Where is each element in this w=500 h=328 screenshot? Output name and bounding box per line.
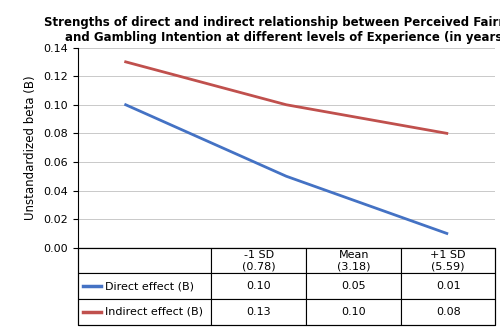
Bar xyxy=(211,274,306,299)
Bar xyxy=(211,248,306,274)
Bar xyxy=(402,274,495,299)
Bar xyxy=(78,274,211,299)
Text: Indirect effect (B): Indirect effect (B) xyxy=(106,307,204,317)
Bar xyxy=(306,248,402,274)
Text: +1 SD
(5.59): +1 SD (5.59) xyxy=(430,250,466,271)
Title: Strengths of direct and indirect relationship between Perceived Fairness
and Gam: Strengths of direct and indirect relatio… xyxy=(44,16,500,44)
Text: 0.10: 0.10 xyxy=(342,307,366,317)
Bar xyxy=(78,248,211,274)
Text: 0.10: 0.10 xyxy=(246,281,271,291)
Bar xyxy=(306,299,402,325)
Bar xyxy=(78,299,211,325)
Text: Mean
(3.18): Mean (3.18) xyxy=(337,250,370,271)
Text: 0.08: 0.08 xyxy=(436,307,460,317)
Bar xyxy=(402,299,495,325)
Bar xyxy=(306,274,402,299)
Y-axis label: Unstandardized beta (B): Unstandardized beta (B) xyxy=(24,75,38,220)
Text: -1 SD
(0.78): -1 SD (0.78) xyxy=(242,250,276,271)
Text: Direct effect (B): Direct effect (B) xyxy=(106,281,194,291)
Bar xyxy=(211,299,306,325)
Text: 0.13: 0.13 xyxy=(246,307,271,317)
Text: 0.01: 0.01 xyxy=(436,281,460,291)
Bar xyxy=(402,248,495,274)
Text: 0.05: 0.05 xyxy=(342,281,366,291)
